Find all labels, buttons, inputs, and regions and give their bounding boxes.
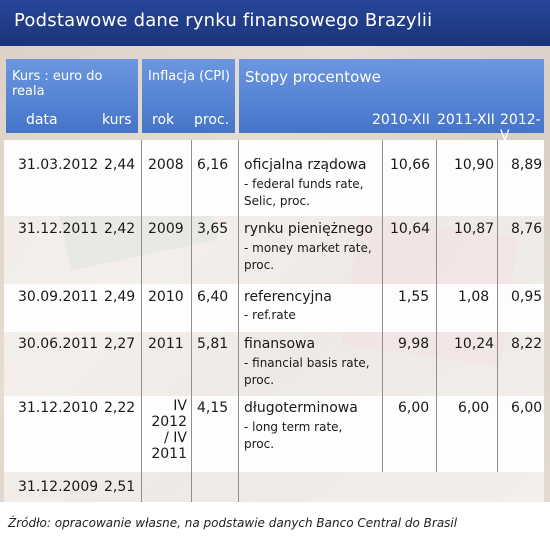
table-row — [4, 284, 544, 332]
cell-kurs: 2,44 — [104, 157, 136, 173]
table-row — [4, 140, 544, 216]
cell-kurs: 2,42 — [104, 221, 136, 237]
cell-value-2012: 8,76 — [511, 221, 543, 237]
cell-rok: IV — [173, 398, 187, 414]
cell-proc: 3,65 — [197, 221, 229, 237]
source-note: Źródło: opracowanie własne, na podstawie… — [8, 516, 458, 530]
cell-date: 31.12.2009 — [18, 479, 99, 495]
cell-value-2012: 8,89 — [511, 157, 543, 173]
cell-rate-desc: proc. — [244, 373, 275, 387]
header-col-2011: 2011-XII — [437, 112, 495, 128]
cell-date: 30.09.2011 — [18, 289, 99, 305]
cell-date: 31.12.2010 — [18, 400, 99, 416]
column-divider — [382, 140, 383, 472]
cell-value-2010: 10,64 — [390, 221, 431, 237]
header-rates-group: Stopy procentowe 2010-XII 2011-XII 2012-… — [239, 59, 544, 144]
cell-value-2010: 1,55 — [398, 289, 430, 305]
cell-proc: 5,81 — [197, 336, 229, 352]
cell-value-2011: 10,24 — [454, 336, 495, 352]
header-col-rok: rok — [152, 112, 175, 128]
cell-value-2012: 6,00 — [511, 400, 543, 416]
cell-date: 30.06.2011 — [18, 336, 99, 352]
cell-rate-desc: - federal funds rate, — [244, 177, 364, 191]
cell-rate-name: finansowa — [244, 336, 316, 352]
page-title: Podstawowe dane rynku finansowego Brazyl… — [14, 10, 433, 31]
cell-rate-desc: - financial basis rate, — [244, 356, 370, 370]
header-rates-title: Stopy procentowe — [245, 68, 381, 86]
cell-value-2011: 10,87 — [454, 221, 495, 237]
cell-value-2010: 9,98 — [398, 336, 430, 352]
header-col-2012: 2012-V — [500, 112, 541, 144]
header-col-data: data — [26, 112, 58, 128]
table-row — [4, 332, 544, 396]
header-col-kurs: kurs — [102, 112, 132, 128]
column-divider — [238, 140, 239, 502]
cell-rok: / IV — [164, 430, 187, 446]
header-inflation-group: Inflacja (CPI) rok proc. — [142, 59, 235, 133]
cell-rate-desc: proc. — [244, 258, 275, 272]
cell-rate-desc: - long term rate, — [244, 420, 343, 434]
cell-kurs: 2,51 — [104, 479, 136, 495]
header-inflation-title: Inflacja (CPI) — [148, 69, 230, 84]
cell-value-2011: 1,08 — [458, 289, 490, 305]
cell-value-2012: 0,95 — [511, 289, 543, 305]
cell-rate-name: referencyjna — [244, 289, 332, 305]
cell-rate-desc: Selic, proc. — [244, 194, 310, 208]
table-row — [4, 396, 544, 472]
cell-proc: 4,15 — [197, 400, 229, 416]
column-divider — [191, 140, 192, 502]
cell-rok: 2008 — [148, 157, 184, 173]
cell-value-2012: 8,22 — [511, 336, 543, 352]
cell-value-2010: 6,00 — [398, 400, 430, 416]
table-row — [4, 472, 544, 502]
header-col-2010: 2010-XII — [372, 112, 430, 128]
header-kurs-group: Kurs : euro do reala data kurs — [6, 59, 138, 133]
cell-kurs: 2,27 — [104, 336, 136, 352]
cell-rate-desc: - money market rate, — [244, 241, 372, 255]
title-bar: Podstawowe dane rynku finansowego Brazyl… — [0, 0, 550, 46]
header-kurs-title: Kurs : euro do reala — [12, 69, 103, 99]
cell-value-2011: 10,90 — [454, 157, 495, 173]
cell-rate-name: oficjalna rządowa — [244, 157, 367, 173]
cell-rate-name: długoterminowa — [244, 400, 358, 416]
cell-kurs: 2,22 — [104, 400, 136, 416]
cell-date: 31.12.2011 — [18, 221, 99, 237]
cell-rok: 2011 — [151, 446, 187, 462]
column-divider — [497, 140, 498, 472]
cell-rate-desc: - ref.rate — [244, 308, 296, 322]
cell-rok: 2010 — [148, 289, 184, 305]
cell-date: 31.03.2012 — [18, 157, 99, 173]
cell-rok: 2012 — [151, 414, 187, 430]
cell-value-2011: 6,00 — [458, 400, 490, 416]
cell-proc: 6,40 — [197, 289, 229, 305]
column-divider — [141, 140, 142, 502]
cell-rate-name: rynku pieniężnego — [244, 221, 373, 237]
cell-rate-desc: proc. — [244, 437, 275, 451]
column-divider — [436, 140, 437, 472]
cell-rok: 2009 — [148, 221, 184, 237]
table-row — [4, 216, 544, 284]
cell-proc: 6,16 — [197, 157, 229, 173]
cell-kurs: 2,49 — [104, 289, 136, 305]
cell-value-2010: 10,66 — [390, 157, 431, 173]
cell-rok: 2011 — [148, 336, 184, 352]
header-col-proc: proc. — [194, 112, 230, 128]
